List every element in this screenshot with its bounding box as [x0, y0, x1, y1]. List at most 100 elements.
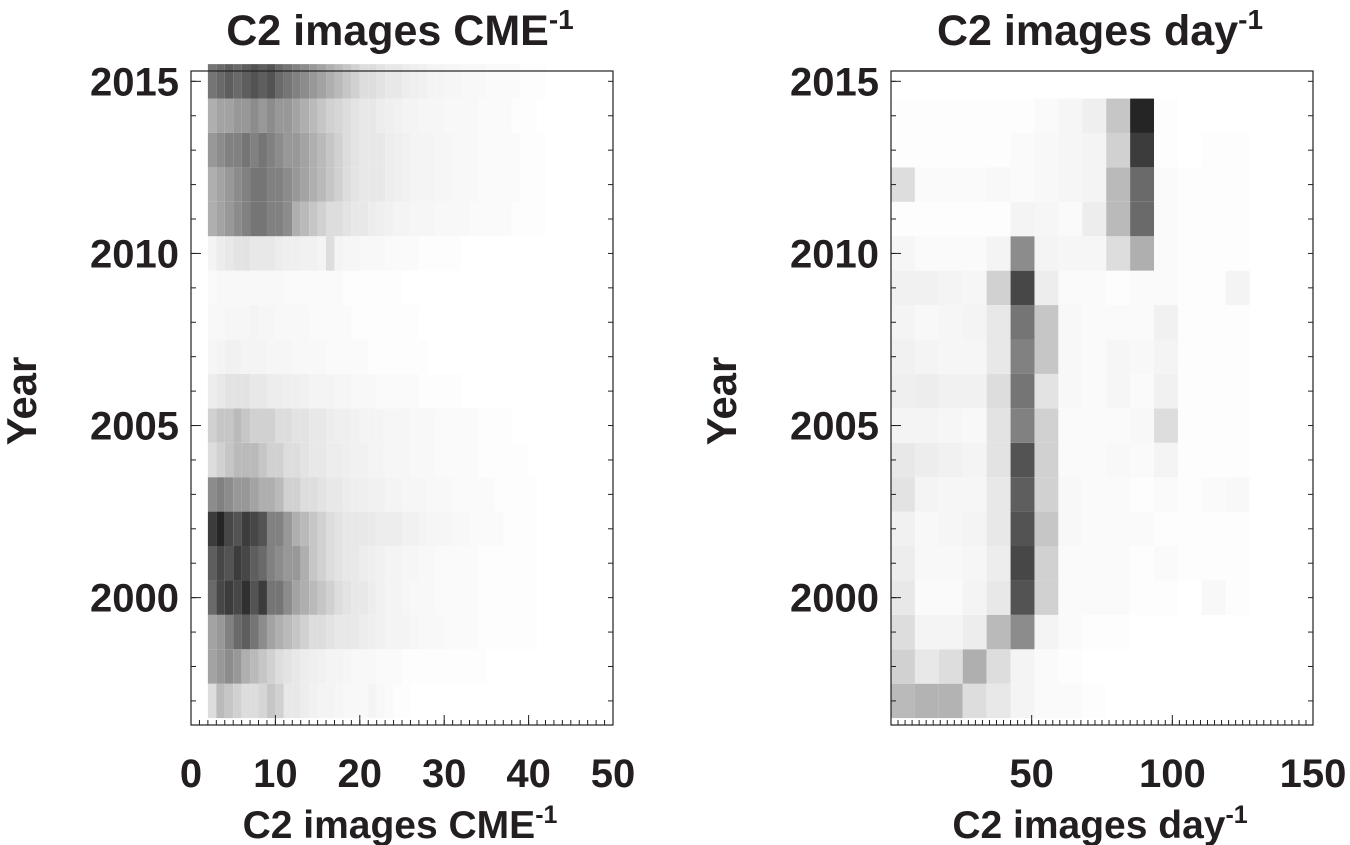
heatmap-cell [275, 511, 284, 547]
heatmap-cell [1249, 236, 1274, 271]
heatmap-cell [503, 373, 512, 409]
heatmap-cell [250, 580, 259, 615]
heatmap-cell [216, 305, 225, 340]
heatmap-cell [469, 201, 478, 237]
heatmap-cell [1034, 408, 1059, 443]
heatmap-cell [435, 614, 445, 650]
heatmap-cell [402, 132, 411, 168]
heatmap-cell [250, 683, 259, 719]
heatmap-cell [1177, 511, 1202, 547]
heatmap-cell [224, 132, 234, 168]
heatmap-cell [317, 408, 327, 443]
heatmap-cell [300, 167, 310, 202]
heatmap-cell [250, 201, 259, 237]
heatmap-cell [962, 236, 987, 271]
heatmap-cell [452, 408, 462, 443]
heatmap-cell [275, 270, 284, 306]
heatmap-cell [1249, 408, 1274, 443]
heatmap-cell [1010, 64, 1035, 99]
heatmap-cell [275, 305, 284, 340]
heatmap-cell [520, 649, 529, 684]
heatmap-cell [528, 614, 538, 650]
heatmap-cell [207, 580, 217, 615]
heatmap-cell [309, 373, 318, 409]
heatmap-cell [537, 614, 546, 650]
heatmap-cell [385, 132, 394, 168]
heatmap-cell [233, 201, 242, 237]
heatmap-cell [334, 649, 343, 684]
heatmap-cell [376, 373, 386, 409]
heatmap-cell [393, 511, 402, 547]
heatmap-cell [1154, 546, 1178, 581]
heatmap-cell [250, 442, 259, 478]
heatmap-cell [402, 373, 411, 409]
heatmap-cell [385, 511, 394, 547]
heatmap-cell [1201, 270, 1226, 306]
heatmap-cell [342, 64, 352, 99]
heatmap-cell [511, 408, 521, 443]
heatmap-cell [469, 98, 478, 133]
heatmap-cell [503, 339, 512, 374]
heatmap-cell [300, 373, 310, 409]
heatmap-cell [1249, 511, 1274, 547]
heatmap-cell [393, 373, 402, 409]
heatmap-cell [1249, 64, 1274, 99]
heatmap-cell [914, 373, 939, 409]
heatmap-cell [486, 477, 495, 512]
heatmap-cell [1130, 408, 1155, 443]
heatmap-cell [1249, 614, 1274, 650]
y-tick-label: 2010 [790, 232, 879, 276]
heatmap-cell [962, 339, 987, 374]
heatmap-cell [986, 305, 1011, 340]
heatmap-cell [300, 132, 310, 168]
heatmap-cell [986, 546, 1011, 581]
heatmap-cell [326, 236, 335, 271]
heatmap-cell [368, 236, 377, 271]
heatmap-cell [334, 442, 343, 478]
heatmap-cell [938, 442, 963, 478]
heatmap-cell [368, 649, 377, 684]
right-title-superscript: -1 [1238, 4, 1263, 35]
heatmap-cell [494, 167, 504, 202]
heatmap-cell [962, 305, 987, 340]
heatmap-cell [1130, 580, 1155, 615]
right-axis-ticks: 50 100 150 2000 2005 2010 2015 [790, 60, 1346, 796]
heatmap-cell [520, 236, 529, 271]
heatmap-cell [444, 132, 453, 168]
right-title-base: C2 images day [937, 7, 1238, 55]
heatmap-cell [309, 477, 318, 512]
heatmap-cell [1058, 408, 1083, 443]
heatmap-cell [938, 408, 963, 443]
heatmap-cell [224, 236, 234, 271]
heatmap-cell [258, 442, 267, 478]
heatmap-cell [469, 546, 478, 581]
left-title-superscript: -1 [549, 4, 574, 35]
heatmap-cell [1034, 373, 1059, 409]
heatmap-cell [326, 546, 335, 581]
heatmap-cell [309, 236, 318, 271]
right-x-label-base: C2 images day [952, 804, 1225, 845]
heatmap-cell [469, 477, 478, 512]
heatmap-cell [1010, 201, 1035, 237]
right-x-axis-label: C2 images day-1 [952, 801, 1247, 845]
heatmap-cell [216, 132, 225, 168]
heatmap-cell [1225, 305, 1250, 340]
heatmap-cell [477, 305, 487, 340]
heatmap-cell [368, 167, 377, 202]
heatmap-cell [300, 442, 310, 478]
heatmap-cell [1225, 614, 1250, 650]
heatmap-cell [266, 373, 276, 409]
heatmap-cell [503, 132, 512, 168]
heatmap-cell [266, 167, 276, 202]
heatmap-cell [1154, 270, 1178, 306]
heatmap-cell [435, 546, 445, 581]
heatmap-cell [224, 683, 234, 719]
heatmap-cell [266, 98, 276, 133]
heatmap-cell [1106, 580, 1131, 615]
heatmap-cell [1058, 546, 1083, 581]
heatmap-cell [376, 442, 386, 478]
heatmap-cell [891, 477, 915, 512]
heatmap-cell [207, 373, 217, 409]
heatmap-cell [528, 477, 538, 512]
heatmap-cell [528, 339, 538, 374]
